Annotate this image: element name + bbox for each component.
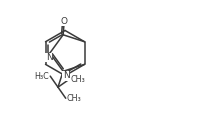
- Text: H₃C: H₃C: [34, 72, 49, 81]
- Text: O: O: [60, 17, 67, 26]
- Text: N: N: [46, 53, 52, 62]
- Text: N: N: [63, 71, 70, 80]
- Text: CH₃: CH₃: [70, 75, 85, 84]
- Text: CH₃: CH₃: [67, 94, 82, 103]
